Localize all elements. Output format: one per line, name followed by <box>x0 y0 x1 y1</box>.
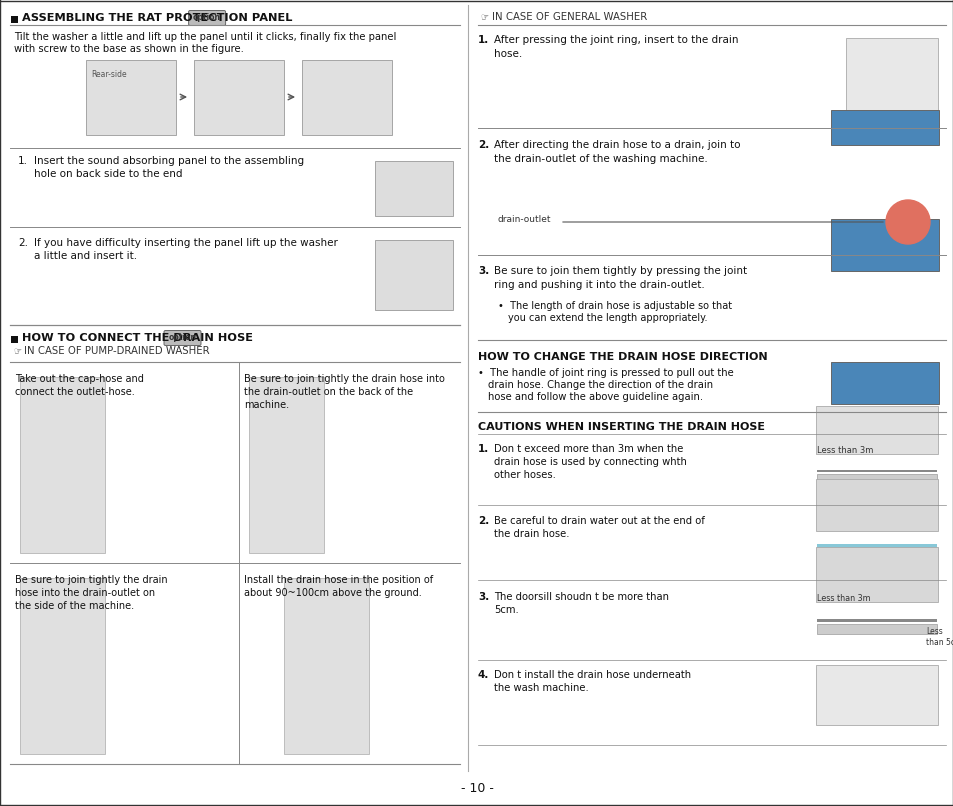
Bar <box>816 619 936 622</box>
Bar <box>86 60 175 135</box>
Text: 4.: 4. <box>477 670 489 680</box>
Text: Less than 3m: Less than 3m <box>816 594 870 603</box>
Bar <box>816 474 936 480</box>
Text: Install the drain hose in the position of
about 90~100cm above the ground.: Install the drain hose in the position o… <box>244 575 433 598</box>
Text: •  The length of drain hose is adjustable so that: • The length of drain hose is adjustable… <box>497 301 731 311</box>
Text: HOW TO CONNECT THE DRAIN HOSE: HOW TO CONNECT THE DRAIN HOSE <box>22 333 253 343</box>
Text: 2.: 2. <box>18 238 28 248</box>
FancyBboxPatch shape <box>189 10 225 26</box>
FancyBboxPatch shape <box>164 330 201 346</box>
Text: Less than 3m: Less than 3m <box>816 446 872 455</box>
Text: 1.: 1. <box>18 156 28 166</box>
Text: ASSEMBLING THE RAT PROTECTION PANEL: ASSEMBLING THE RAT PROTECTION PANEL <box>22 13 292 23</box>
Bar <box>845 38 937 120</box>
Text: drain-outlet: drain-outlet <box>497 215 551 225</box>
Text: Insert the sound absorbing panel to the assembling: Insert the sound absorbing panel to the … <box>34 156 304 166</box>
Bar <box>830 219 938 271</box>
Text: - 10 -: - 10 - <box>460 782 493 795</box>
Text: Less
than 5cm: Less than 5cm <box>925 627 953 647</box>
Text: 1.: 1. <box>477 444 489 454</box>
Text: Be sure to join tightly the drain
hose into the drain-outlet on
the side of the : Be sure to join tightly the drain hose i… <box>15 575 168 612</box>
Text: After pressing the joint ring, insert to the drain
hose.: After pressing the joint ring, insert to… <box>494 35 738 59</box>
Text: ☞: ☞ <box>13 347 21 355</box>
Text: •  The handle of joint ring is pressed to pull out the: • The handle of joint ring is pressed to… <box>477 368 733 378</box>
Bar <box>816 624 936 634</box>
Bar <box>375 161 453 216</box>
Text: 3.: 3. <box>477 592 489 602</box>
Bar <box>815 479 937 531</box>
Text: 1.: 1. <box>477 35 489 45</box>
Text: 3.: 3. <box>477 266 489 276</box>
Text: with screw to the base as shown in the figure.: with screw to the base as shown in the f… <box>14 44 244 54</box>
Bar <box>816 470 936 472</box>
Text: Rear-side: Rear-side <box>91 70 127 79</box>
Text: option: option <box>193 14 221 23</box>
Text: ☞: ☞ <box>479 13 488 22</box>
Bar <box>284 578 369 754</box>
Text: IN CASE OF GENERAL WASHER: IN CASE OF GENERAL WASHER <box>492 12 646 22</box>
Text: Tilt the washer a little and lift up the panel until it clicks, finally fix the : Tilt the washer a little and lift up the… <box>14 32 395 42</box>
Text: Be careful to drain water out at the end of
the drain hose.: Be careful to drain water out at the end… <box>494 516 704 539</box>
Text: you can extend the length appropriately.: you can extend the length appropriately. <box>507 313 707 323</box>
Bar <box>815 547 937 602</box>
Bar <box>249 377 324 553</box>
Text: Be sure to join tightly the drain hose into
the drain-outlet on the back of the
: Be sure to join tightly the drain hose i… <box>244 374 444 410</box>
Bar <box>830 362 938 404</box>
Text: After directing the drain hose to a drain, join to
the drain-outlet of the washi: After directing the drain hose to a drai… <box>494 140 740 164</box>
Text: IN CASE OF PUMP-DRAINED WASHER: IN CASE OF PUMP-DRAINED WASHER <box>24 346 210 356</box>
Bar <box>815 665 937 725</box>
Bar <box>20 377 105 553</box>
Bar <box>375 240 453 310</box>
Text: Take out the cap-hose and
connect the outlet-hose.: Take out the cap-hose and connect the ou… <box>15 374 144 397</box>
Bar <box>816 544 936 556</box>
Text: Don t exceed more than 3m when the
drain hose is used by connecting whth
other h: Don t exceed more than 3m when the drain… <box>494 444 686 480</box>
Bar <box>302 60 392 135</box>
Circle shape <box>885 200 929 244</box>
Text: 2.: 2. <box>477 516 489 526</box>
Text: drain hose. Change the direction of the drain: drain hose. Change the direction of the … <box>488 380 713 390</box>
Text: a little and insert it.: a little and insert it. <box>34 251 137 261</box>
Bar <box>11 336 18 343</box>
Text: HOW TO CHANGE THE DRAIN HOSE DIRECTION: HOW TO CHANGE THE DRAIN HOSE DIRECTION <box>477 352 767 362</box>
Text: 2.: 2. <box>477 140 489 150</box>
Text: The doorsill shoudn t be more than
5cm.: The doorsill shoudn t be more than 5cm. <box>494 592 668 615</box>
Bar <box>11 16 18 23</box>
Bar <box>20 578 105 754</box>
Text: Don t install the drain hose underneath
the wash machine.: Don t install the drain hose underneath … <box>494 670 690 693</box>
Text: hose and follow the above guideline again.: hose and follow the above guideline agai… <box>488 392 702 402</box>
Text: Be sure to join them tightly by pressing the joint
ring and pushing it into the : Be sure to join them tightly by pressing… <box>494 266 746 290</box>
Bar <box>816 556 936 568</box>
Text: hole on back side to the end: hole on back side to the end <box>34 169 182 179</box>
Text: If you have difficulty inserting the panel lift up the washer: If you have difficulty inserting the pan… <box>34 238 337 248</box>
Text: CAUTIONS WHEN INSERTING THE DRAIN HOSE: CAUTIONS WHEN INSERTING THE DRAIN HOSE <box>477 422 764 432</box>
Bar <box>830 110 938 145</box>
Bar <box>815 406 937 454</box>
Text: option: option <box>169 334 196 343</box>
Bar <box>193 60 284 135</box>
